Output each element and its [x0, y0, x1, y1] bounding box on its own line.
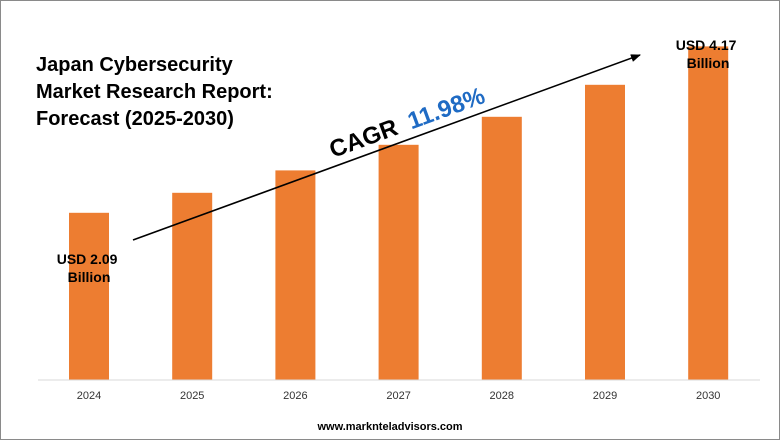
bar-2029 — [585, 84, 625, 381]
growth-arrow — [132, 54, 641, 241]
bar-2026 — [275, 170, 316, 380]
end-callout-line-1: USD 4.17 — [676, 37, 737, 53]
end-callout-line-2: Billion — [687, 55, 730, 71]
start-callout-line-2: Billion — [68, 269, 111, 285]
start-callout-line-1: USD 2.09 — [57, 251, 118, 267]
end-value-callout: USD 4.17 Billion — [676, 37, 741, 71]
chart-title: Japan Cybersecurity Market Research Repo… — [36, 52, 273, 133]
x-tick-label-2029: 2029 — [593, 390, 617, 402]
bar-2025 — [172, 192, 213, 380]
x-tick-label-2028: 2028 — [490, 390, 514, 402]
x-tick-label-2026: 2026 — [283, 390, 307, 402]
cagr-value: 11.98% — [404, 82, 488, 135]
bar-2028 — [481, 116, 522, 381]
title-line-3: Forecast (2025-2030) — [36, 108, 234, 130]
bar-2024 — [69, 212, 109, 380]
x-tick-label-2027: 2027 — [386, 390, 410, 402]
bar-2027 — [378, 144, 419, 380]
x-axis-tick-labels: 2024 2025 2026 2027 2028 2029 2030 — [77, 390, 721, 402]
footer-url: www.marknteladvisors.com — [317, 421, 463, 433]
x-tick-label-2025: 2025 — [180, 390, 204, 402]
x-tick-label-2030: 2030 — [696, 390, 720, 402]
title-line-1: Japan Cybersecurity — [36, 54, 233, 76]
title-line-2: Market Research Report: — [36, 81, 273, 103]
start-value-callout: USD 2.09 Billion — [57, 251, 122, 285]
x-tick-label-2024: 2024 — [77, 390, 101, 402]
bar-series — [69, 46, 729, 381]
bar-2030 — [688, 46, 729, 381]
